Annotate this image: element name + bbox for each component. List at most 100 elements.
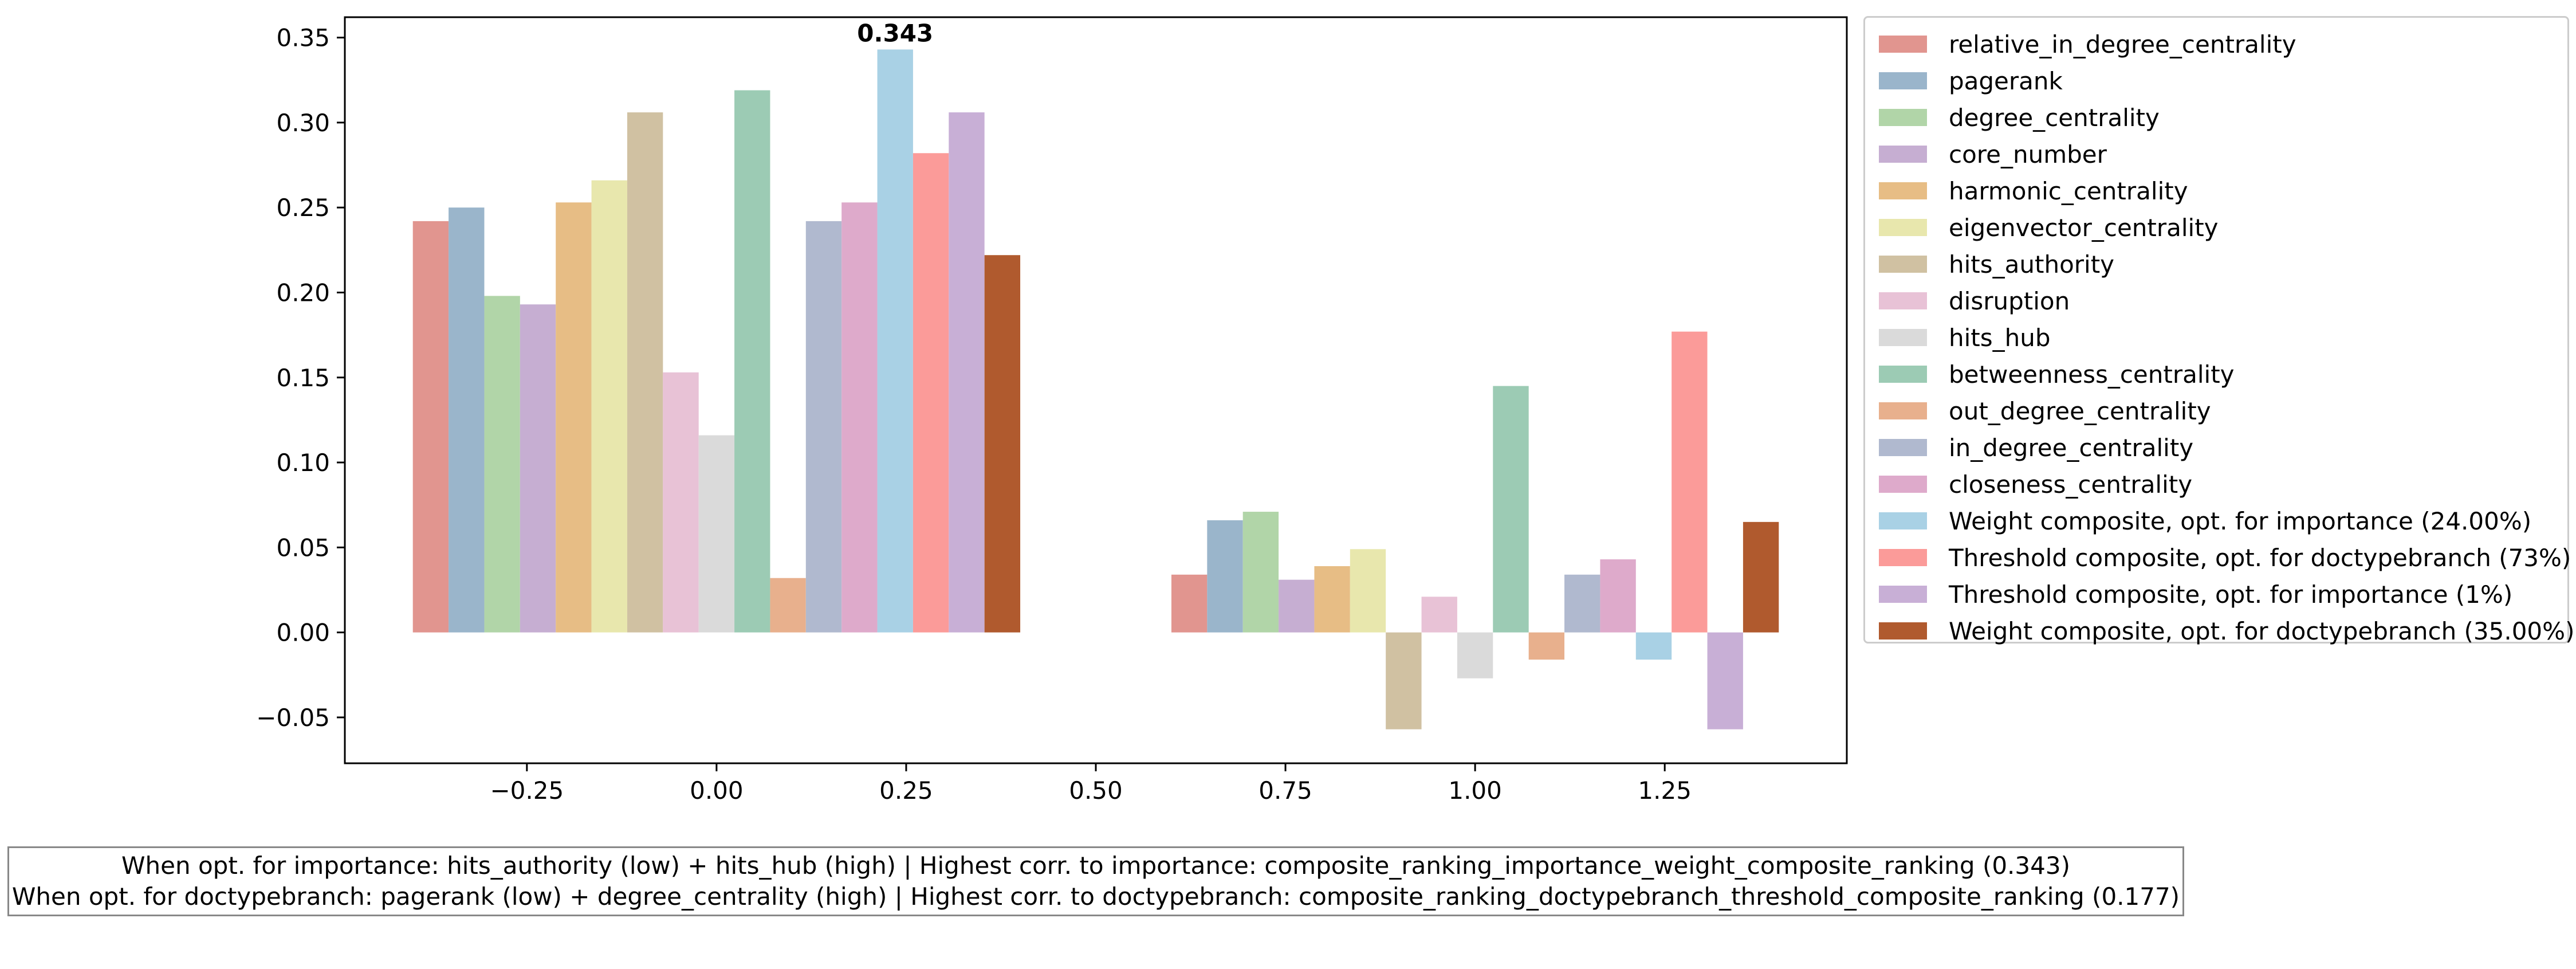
- legend-swatch: [1879, 109, 1927, 126]
- legend-swatch: [1879, 402, 1927, 419]
- legend-item-eigenvector_centrality: eigenvector_centrality: [1879, 209, 2554, 246]
- legend-item-harmonic_centrality: harmonic_centrality: [1879, 172, 2554, 209]
- bar-pagerank-group-1: [1207, 520, 1243, 633]
- bar-out_degree_centrality-group-1: [1528, 632, 1565, 660]
- bar-hits_hub-group-0: [698, 435, 735, 633]
- y-tick-label: 0.05: [276, 533, 330, 562]
- legend-label: hits_hub: [1949, 323, 2051, 352]
- x-tick-label: 1.25: [1638, 776, 1692, 805]
- legend-label: betweenness_centrality: [1949, 360, 2235, 389]
- legend-item-degree_centrality: degree_centrality: [1879, 99, 2554, 136]
- legend-item-hits_hub: hits_hub: [1879, 319, 2554, 356]
- bar-Weight composite, opt. for doctypebranch (35.00%)-group-1: [1743, 521, 1779, 633]
- legend: relative_in_degree_centrality pagerank deg…: [1863, 16, 2574, 645]
- legend-swatch: [1879, 182, 1927, 199]
- bar-Weight composite, opt. for importance (24.00%)-group-1: [1635, 632, 1672, 660]
- bar-Weight composite, opt. for importance (24.00%)-group-0: [877, 49, 913, 633]
- legend-label: disruption: [1949, 287, 2070, 315]
- bar-disruption-group-1: [1421, 597, 1457, 633]
- legend-swatch: [1879, 476, 1927, 493]
- y-tick-label: 0.00: [276, 619, 330, 647]
- legend-label: core_number: [1949, 140, 2107, 168]
- legend-item-disruption: disruption: [1879, 283, 2554, 319]
- bar-Weight composite, opt. for doctypebranch (35.00%)-group-0: [984, 255, 1021, 633]
- bar-eigenvector_centrality-group-1: [1350, 549, 1386, 633]
- bar-Threshold composite, opt. for importance (1%)-group-1: [1707, 632, 1743, 729]
- legend-label: eigenvector_centrality: [1949, 213, 2219, 242]
- legend-swatch: [1879, 439, 1927, 456]
- legend-item-pagerank: pagerank: [1879, 62, 2554, 99]
- y-tick-label: 0.25: [276, 194, 330, 222]
- legend-item-Threshold composite, opt. for doctypebranch (73%): Threshold composite, opt. for doctypebra…: [1879, 539, 2571, 576]
- legend-item-Weight composite, opt. for importance (24.00%): Weight composite, opt. for importance (2…: [1879, 503, 2554, 539]
- legend-swatch: [1879, 622, 1927, 640]
- legend-item-relative_in_degree_centrality: relative_in_degree_centrality: [1879, 26, 2554, 62]
- legend-swatch: [1879, 329, 1927, 346]
- summary-note-importance: When opt. for importance: hits_authority…: [121, 852, 2070, 880]
- legend-item-betweenness_centrality: betweenness_centrality: [1879, 356, 2554, 393]
- legend-label: pagerank: [1949, 66, 2063, 95]
- legend-label: relative_in_degree_centrality: [1949, 30, 2296, 58]
- legend-item-Threshold composite, opt. for importance (1%): Threshold composite, opt. for importance…: [1879, 576, 2554, 613]
- x-tick-label: 0.00: [690, 776, 744, 805]
- legend-label: out_degree_centrality: [1949, 397, 2211, 425]
- bar-degree_centrality-group-1: [1242, 512, 1279, 633]
- bar-Threshold composite, opt. for importance (1%)-group-0: [949, 112, 985, 633]
- x-tick-label: 0.75: [1258, 776, 1312, 805]
- bar-Threshold composite, opt. for doctypebranch (73%)-group-0: [913, 153, 949, 633]
- legend-label: degree_centrality: [1949, 103, 2160, 132]
- bar-relative_in_degree_centrality-group-1: [1171, 574, 1208, 633]
- bar-pagerank-group-0: [449, 207, 485, 633]
- bar-hits_authority-group-1: [1386, 632, 1422, 729]
- y-tick-label: 0.35: [276, 24, 330, 52]
- y-tick-label: 0.15: [276, 364, 330, 392]
- x-axis: −0.25 0.00 0.25 0.50 0.75 1.00 1.25: [490, 763, 1692, 805]
- data-label-0: 0.343: [857, 19, 933, 47]
- x-tick-label: 0.25: [879, 776, 933, 805]
- bar-core_number-group-1: [1279, 579, 1315, 633]
- legend-item-in_degree_centrality: in_degree_centrality: [1879, 429, 2554, 466]
- bar-relative_in_degree_centrality-group-0: [412, 221, 449, 633]
- y-tick-label: 0.20: [276, 278, 330, 307]
- bar-degree_centrality-group-0: [484, 296, 520, 633]
- legend-swatch: [1879, 366, 1927, 383]
- bar-Threshold composite, opt. for doctypebranch (73%)-group-1: [1672, 331, 1708, 633]
- legend-item-closeness_centrality: closeness_centrality: [1879, 466, 2554, 503]
- legend-item-core_number: core_number: [1879, 136, 2554, 172]
- legend-swatch: [1879, 512, 1927, 529]
- summary-note-doctypebranch: When opt. for doctypebranch: pagerank (l…: [11, 882, 2180, 911]
- legend-item-hits_authority: hits_authority: [1879, 246, 2554, 283]
- bar-hits_hub-group-1: [1457, 632, 1493, 678]
- legend-swatch: [1879, 292, 1927, 309]
- legend-swatch: [1879, 586, 1927, 603]
- legend-item-out_degree_centrality: out_degree_centrality: [1879, 393, 2554, 429]
- x-tick-label: 1.00: [1448, 776, 1502, 805]
- bar-closeness_centrality-group-1: [1600, 559, 1636, 633]
- legend-swatch: [1879, 146, 1927, 163]
- legend-label: in_degree_centrality: [1949, 433, 2194, 462]
- annotations-layer: 0.343: [857, 19, 933, 47]
- legend-label: harmonic_centrality: [1949, 176, 2188, 205]
- y-tick-label: 0.10: [276, 449, 330, 477]
- bars-layer: [412, 49, 1779, 729]
- bar-in_degree_centrality-group-1: [1564, 574, 1600, 633]
- legend-swatch: [1879, 72, 1927, 89]
- bar-out_degree_centrality-group-0: [770, 578, 806, 633]
- bar-disruption-group-0: [663, 372, 699, 633]
- legend-label: closeness_centrality: [1949, 470, 2193, 499]
- legend-swatch: [1879, 549, 1927, 566]
- legend-item-Weight composite, opt. for doctypebranch (35.00%): Weight composite, opt. for doctypebranch…: [1879, 613, 2574, 649]
- y-tick-label: 0.30: [276, 109, 330, 137]
- legend-swatch: [1879, 256, 1927, 273]
- y-axis: −0.05 0.00 0.05 0.10 0.15 0.20 0.25 0.30 0.35: [256, 24, 345, 732]
- summary-notes-box: When opt. for importance: hits_authority…: [7, 846, 2184, 916]
- legend-swatch: [1879, 219, 1927, 236]
- bar-harmonic_centrality-group-0: [556, 202, 592, 633]
- bar-closeness_centrality-group-0: [841, 202, 878, 633]
- bar-eigenvector_centrality-group-0: [591, 180, 627, 633]
- legend-label: Threshold composite, opt. for importance…: [1949, 580, 2513, 609]
- x-tick-label: 0.50: [1069, 776, 1123, 805]
- bar-in_degree_centrality-group-0: [805, 221, 842, 633]
- legend-label: Weight composite, opt. for doctypebranch…: [1949, 617, 2575, 645]
